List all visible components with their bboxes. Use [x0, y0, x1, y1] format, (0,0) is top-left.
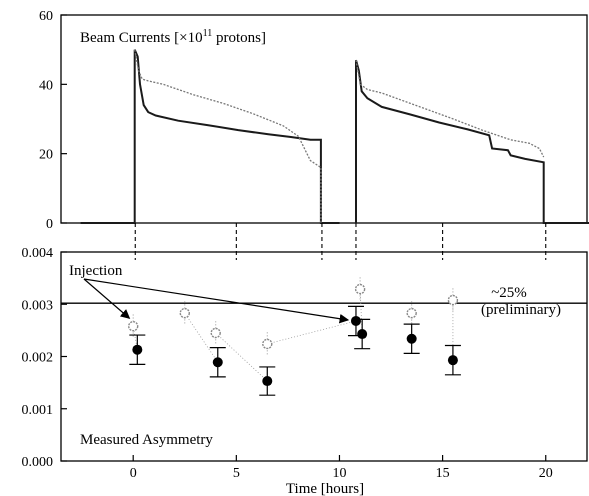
open-point: [127, 320, 139, 332]
open-point: [210, 327, 221, 339]
bottom-y-tick-label: 0.003: [22, 298, 54, 313]
filled-point: [350, 315, 361, 326]
filled-point: [262, 376, 273, 387]
open-point: [354, 283, 366, 295]
x-axis-title: Time [hours]: [286, 481, 364, 496]
point-link: [215, 332, 268, 382]
beam-currents-title: Beam Currents [×1011 protons]: [80, 28, 266, 46]
injection-arrows: [83, 278, 350, 324]
beam-currents-title-sup: 11: [203, 28, 213, 39]
beam-currents-panel: 0 20 40 60 Beam Currents [×1011 protons]: [39, 9, 589, 232]
filled-point: [357, 329, 368, 340]
bottom-y-tick-label: 0.002: [22, 351, 54, 366]
beam-current-solid-line: [80, 49, 340, 224]
open-point: [406, 307, 417, 319]
bottom-plot-frame: [60, 251, 588, 462]
top-plot-frame: [60, 14, 588, 224]
open-point: [447, 294, 459, 306]
point-link: [267, 320, 357, 345]
filled-point: [212, 357, 223, 368]
top-y-ticks: 0 20 40 60: [39, 9, 67, 232]
injection-arrow-first: [83, 278, 131, 319]
measured-asymmetry-title: Measured Asymmetry: [80, 432, 213, 448]
bottom-y-ticks: 0.000 0.001 0.002 0.003 0.004: [22, 246, 67, 470]
beam-currents-title-main: Beam Currents [×10: [80, 30, 203, 46]
injection-arrow-second: [83, 278, 350, 324]
filled-point: [132, 344, 143, 355]
bottom-x-tick-label: 15: [436, 466, 450, 481]
bottom-x-tick-label: 20: [539, 466, 553, 481]
point-link: [184, 312, 219, 363]
beam-current-dotted-line: [134, 49, 322, 223]
reference-percent-label: ~25%: [491, 285, 527, 301]
open-point: [179, 307, 190, 319]
asymmetry-points: [127, 277, 461, 396]
filled-point: [406, 333, 417, 344]
injection-label: Injection: [69, 263, 123, 279]
open-point: [262, 338, 273, 350]
top-y-tick-label: 0: [46, 217, 53, 232]
bottom-x-tick-label: 10: [332, 466, 346, 481]
bottom-x-tick-label: 5: [233, 466, 240, 481]
filled-point: [447, 355, 458, 366]
beam-currents-title-suffix: protons]: [212, 30, 266, 46]
top-y-tick-label: 60: [39, 9, 53, 24]
top-y-tick-label: 20: [39, 148, 53, 163]
bottom-x-ticks: 0 5 10 15 20: [130, 455, 553, 481]
bottom-y-tick-label: 0.001: [22, 403, 54, 418]
beam-current-dotted-line: [355, 59, 545, 158]
bottom-y-tick-label: 0.000: [22, 455, 54, 470]
asymmetry-panel: 0.000 0.001 0.002 0.003 0.004 0 5 10 15 20 Injec…: [22, 223, 588, 496]
bottom-x-tick-label: 0: [130, 466, 137, 481]
panel-connector-lines: [134, 223, 547, 260]
beam-current-solid-line: [355, 59, 589, 224]
bottom-y-tick-label: 0.004: [22, 246, 54, 261]
top-y-tick-label: 40: [39, 78, 53, 93]
reference-preliminary-label: (preliminary): [481, 302, 561, 318]
top-series-lines: [80, 49, 589, 224]
